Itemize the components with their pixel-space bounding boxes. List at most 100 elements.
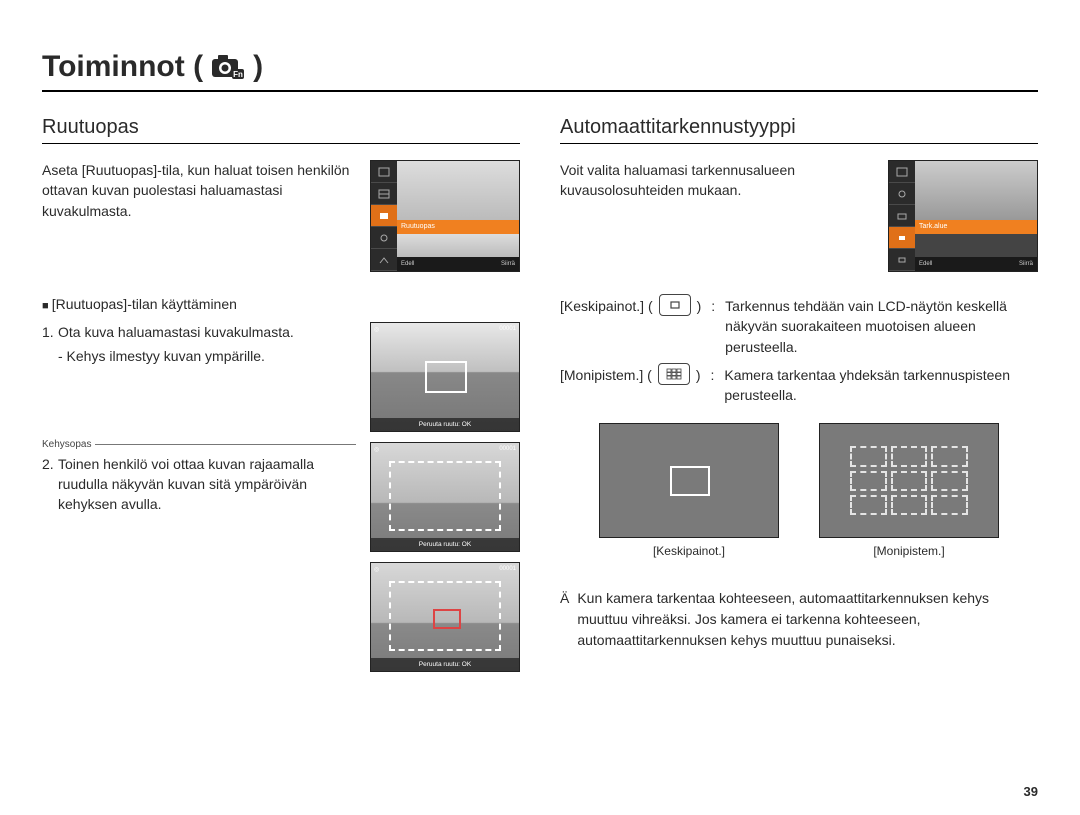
af-box-center (599, 423, 779, 538)
columns: Ruutuopas Aseta [Ruutuopas]-tila, kun ha… (42, 116, 1038, 672)
note-text: Kun kamera tarkentaa kohteeseen, automaa… (577, 588, 1038, 651)
preview-2: ◎ 00001 Peruuta ruutu: OK (370, 442, 520, 552)
af-box-multi (819, 423, 999, 538)
left-column: Ruutuopas Aseta [Ruutuopas]-tila, kun ha… (42, 116, 520, 672)
cam-icon: ◎ (374, 446, 379, 453)
camera-fn-icon: Fn (211, 54, 245, 80)
menu-photo (915, 161, 1037, 220)
title-suffix: ) (253, 50, 263, 84)
af-fig-multi: [Monipistem.] (819, 423, 999, 558)
counter: 00001 (499, 446, 516, 453)
menu-sidebar (371, 161, 397, 271)
right-intro-row: Voit valita haluamasi tarkennusalueen ku… (560, 160, 1038, 272)
step-list-2: 2. Toinen henkilö voi ottaa kuvan rajaam… (42, 454, 356, 515)
step-2-num: 2. (42, 454, 54, 474)
menu-side-icon (371, 249, 397, 271)
colon: : (710, 365, 714, 385)
paren-close: ) (697, 296, 702, 316)
counter: 00001 (499, 326, 516, 333)
steps-text: 1. Ota kuva haluamastasi kuvakulmasta. -… (42, 322, 356, 520)
step-1-num: 1. (42, 322, 54, 342)
menu-side-icon (371, 227, 397, 249)
af-diagrams: [Keskipainot.] [Monipistem.] (560, 423, 1038, 558)
focus-box (425, 361, 467, 393)
page-title: Toiminnot ( Fn ) (42, 50, 1038, 92)
preview-caption: Peruuta ruutu: OK (371, 418, 519, 431)
preview-1: ◎ 00001 Peruuta ruutu: OK (370, 322, 520, 432)
menu-photo (915, 234, 1037, 257)
step-1-sub: - Kehys ilmestyy kuvan ympärille. (42, 346, 356, 366)
af-caption-multi: [Monipistem.] (873, 544, 944, 558)
cam-icon: ◎ (374, 326, 379, 333)
step-list: 1. Ota kuva haluamastasi kuvakulmasta. (42, 322, 356, 342)
preview-topbar: ◎ 00001 (374, 326, 516, 333)
menu-selected-label: Tark.alue (915, 220, 1037, 234)
menu-sidebar (889, 161, 915, 271)
af-row-center: [Keskipainot.] ( ) : Tarkennus tehdään v… (560, 296, 1038, 357)
af-caption-center: [Keskipainot.] (653, 544, 725, 558)
page-number: 39 (1024, 784, 1038, 799)
menu-back-label: Edell (919, 261, 932, 267)
left-heading: Ruutuopas (42, 116, 520, 144)
left-intro-row: Aseta [Ruutuopas]-tila, kun haluat toise… (42, 160, 520, 272)
step-2-text: Toinen henkilö voi ottaa kuvan rajaamall… (58, 456, 314, 513)
af-row-multi: [Monipistem.] ( ) : Kamera tarkentaa yhd… (560, 365, 1038, 406)
menu-side-icon (371, 183, 397, 205)
right-column: Automaattitarkennustyyppi Voit valita ha… (560, 116, 1038, 672)
left-steps: 1. Ota kuva haluamastasi kuvakulmasta. -… (42, 322, 520, 672)
preview-thumbs: ◎ 00001 Peruuta ruutu: OK ◎ 00001 Peruut… (370, 322, 520, 672)
af-multi-desc: Kamera tarkentaa yhdeksän tarkennuspiste… (724, 365, 1038, 406)
af-multi-grid (850, 446, 968, 515)
svg-text:Fn: Fn (233, 70, 243, 79)
multi-af-icon (658, 363, 690, 385)
menu-main: Tark.alue Edell Siirrä (915, 161, 1037, 271)
paren-close: ) (696, 365, 701, 385)
menu-photo (397, 161, 519, 220)
preview-topbar: ◎ 00001 (374, 446, 516, 453)
callout-label: Kehysopas (42, 439, 91, 450)
step-1: 1. Ota kuva haluamastasi kuvakulmasta. (42, 322, 356, 342)
preview-caption: Peruuta ruutu: OK (371, 658, 519, 671)
note: Ä Kun kamera tarkentaa kohteeseen, autom… (560, 588, 1038, 651)
callout-line (95, 444, 356, 445)
menu-back-label: Edell (401, 261, 414, 267)
menu-photo (397, 234, 519, 257)
focus-box-small (433, 609, 461, 629)
preview-topbar: ◎ 00001 (374, 566, 516, 573)
menu-side-icon (371, 161, 397, 183)
af-fig-center: [Keskipainot.] (599, 423, 779, 558)
menu-bottom-bar: Edell Siirrä (397, 257, 519, 271)
menu-side-icon (889, 227, 915, 249)
right-menu-thumb: Tark.alue Edell Siirrä (888, 160, 1038, 272)
cam-icon: ◎ (374, 566, 379, 573)
right-heading: Automaattitarkennustyyppi (560, 116, 1038, 144)
menu-selected-label: Ruutuopas (397, 220, 519, 234)
menu-move-label: Siirrä (501, 261, 515, 267)
step-2: 2. Toinen henkilö voi ottaa kuvan rajaam… (42, 454, 356, 515)
menu-side-icon (889, 205, 915, 227)
callout: Kehysopas (42, 439, 356, 450)
note-symbol: Ä (560, 588, 569, 651)
right-intro: Voit valita haluamasi tarkennusalueen ku… (560, 160, 874, 201)
step-1-text: Ota kuva haluamastasi kuvakulmasta. (58, 324, 294, 340)
menu-main: Ruutuopas Edell Siirrä (397, 161, 519, 271)
af-definitions: [Keskipainot.] ( ) : Tarkennus tehdään v… (560, 296, 1038, 405)
preview-3: ◎ 00001 Peruuta ruutu: OK (370, 562, 520, 672)
counter: 00001 (499, 566, 516, 573)
menu-side-icon (371, 205, 397, 227)
dashed-frame (389, 461, 501, 531)
colon: : (711, 296, 715, 316)
menu-side-icon (889, 161, 915, 183)
title-prefix: Toiminnot ( (42, 50, 203, 84)
af-multi-label: [Monipistem.] ( (560, 365, 652, 385)
af-center-frame (670, 466, 710, 496)
menu-side-icon (889, 249, 915, 271)
center-af-icon (659, 294, 691, 316)
left-menu-thumb: Ruutuopas Edell Siirrä (370, 160, 520, 272)
preview-caption: Peruuta ruutu: OK (371, 538, 519, 551)
left-subheading: [Ruutuopas]-tilan käyttäminen (42, 296, 520, 312)
menu-move-label: Siirrä (1019, 261, 1033, 267)
menu-side-icon (889, 183, 915, 205)
left-intro: Aseta [Ruutuopas]-tila, kun haluat toise… (42, 160, 356, 221)
af-center-label: [Keskipainot.] ( (560, 296, 653, 316)
